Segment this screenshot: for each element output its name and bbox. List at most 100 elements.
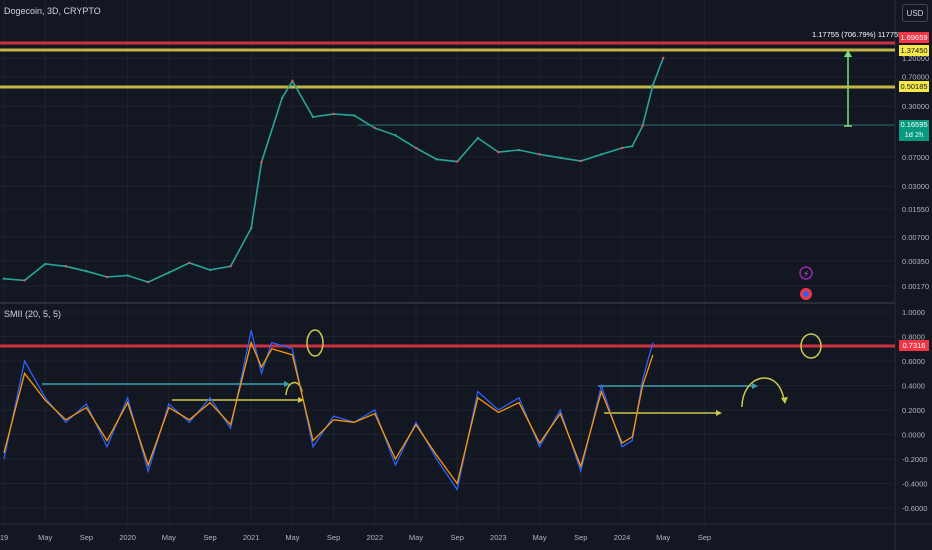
price-point — [23, 279, 26, 282]
smii-tick-label: 0.6000 — [902, 357, 925, 366]
smii-tick-label: 0.2000 — [902, 406, 925, 415]
price-tick-label: 0.07000 — [902, 153, 929, 162]
flag-event-icon-inner — [803, 291, 809, 297]
price-point — [651, 83, 655, 87]
measure-arrowhead — [844, 50, 852, 57]
time-tick-label: Sep — [203, 533, 216, 542]
price-point — [414, 146, 418, 150]
price-point — [291, 79, 294, 83]
red-level-badge: 1.69659 — [899, 32, 929, 43]
smii-axis[interactable]: 1.0000 0.8000 0.6000 0.4000 0.2000 0.0000 -0.2… — [902, 308, 927, 513]
price-point — [559, 156, 562, 159]
price-point — [517, 148, 521, 152]
price-point — [2, 277, 6, 280]
smii-tick-label: -0.2000 — [902, 455, 927, 464]
time-tick-label: May — [38, 533, 52, 542]
last-price-badge: 0.16595 1d 2h — [899, 120, 929, 141]
price-point — [353, 114, 356, 117]
last-price-value: 0.16595 — [900, 120, 928, 129]
price-point — [311, 115, 315, 119]
price-point — [435, 158, 438, 161]
price-point — [538, 153, 541, 156]
price-point — [260, 160, 263, 164]
indicator-title[interactable]: SMII (20, 5, 5) — [4, 309, 62, 319]
price-point — [579, 159, 582, 163]
currency-button[interactable]: USD — [902, 4, 928, 22]
smii-tick-label: -0.4000 — [902, 480, 927, 489]
smii-tick-label: 0.8000 — [902, 333, 925, 342]
price-point — [456, 160, 459, 163]
time-tick-label: May — [656, 533, 670, 542]
annot-circle-right[interactable] — [800, 333, 822, 359]
annot-teal-arrowhead-right — [752, 383, 758, 389]
price-tick-label: 0.03000 — [902, 182, 929, 191]
price-point — [250, 226, 253, 230]
price-point — [497, 150, 500, 154]
price-tick-label: 0.70000 — [902, 73, 929, 82]
smii-series — [3, 330, 654, 492]
symbol-title[interactable]: Dogecoin, 3D, CRYPTO — [4, 6, 101, 16]
price-point — [44, 262, 47, 266]
price-point — [373, 126, 376, 130]
smii-orange-line — [3, 340, 654, 486]
price-point — [208, 268, 212, 272]
annot-arc-arrowhead — [781, 397, 788, 404]
price-series-line — [3, 57, 664, 283]
time-tick-label: Sep — [574, 533, 587, 542]
price-tick-label: 0.00700 — [902, 233, 929, 242]
time-axis[interactable]: 19 May Sep 2020 May Sep 2021 May Sep 2022 May Sep 20… — [0, 533, 711, 542]
smii-level-badge: 0.7316 — [899, 340, 929, 351]
price-tick-label: 0.01550 — [902, 205, 929, 214]
time-tick-label: May — [533, 533, 547, 542]
time-tick-label: 2024 — [614, 533, 631, 542]
smii-tick-label: 1.0000 — [902, 308, 925, 317]
annot-teal-arrowhead-left — [284, 381, 290, 387]
smii-tick-label: 0.4000 — [902, 382, 925, 391]
price-point — [85, 270, 88, 273]
yellow-level-badge-1: 1.37450 — [899, 45, 929, 56]
price-point — [394, 134, 397, 137]
time-tick-label: 2022 — [366, 533, 383, 542]
price-point — [280, 96, 284, 100]
lightning-event-icon[interactable] — [799, 266, 813, 280]
annot-yellow-arrowhead-right — [716, 410, 722, 416]
time-tick-label: Sep — [80, 533, 93, 542]
measure-label: 1.17755 (706.79%) 117755 — [812, 30, 902, 39]
lightning-glyph: ⚡ — [803, 270, 809, 280]
annot-circle-left[interactable] — [306, 329, 324, 357]
annot-yellow-arrowhead-left — [298, 397, 304, 403]
time-tick-label: May — [409, 533, 423, 542]
yellow-level-badge-2: 0.50185 — [899, 81, 929, 92]
price-point — [105, 275, 109, 279]
time-tick-label: May — [285, 533, 299, 542]
time-tick-label: Sep — [327, 533, 340, 542]
price-point — [641, 124, 644, 128]
annot-yellow-arc-right[interactable] — [741, 377, 785, 408]
price-point — [147, 280, 150, 284]
price-tick-label: 0.00170 — [902, 282, 929, 291]
time-tick-label: Sep — [451, 533, 464, 542]
price-point — [188, 261, 191, 265]
price-point — [229, 265, 232, 268]
price-point — [662, 56, 665, 60]
price-point — [620, 146, 624, 150]
price-point — [126, 274, 129, 277]
time-tick-label: 19 — [0, 533, 8, 542]
price-tick-label: 0.00350 — [902, 257, 929, 266]
price-tick-label: 1.20000 — [902, 54, 929, 63]
price-candles — [2, 56, 665, 284]
price-point — [600, 153, 603, 156]
bar-timer: 1d 2h — [904, 130, 924, 139]
time-tick-label: 2023 — [490, 533, 507, 542]
time-tick-label: May — [162, 533, 176, 542]
price-point — [64, 265, 68, 268]
smii-tick-label: 0.0000 — [902, 431, 925, 440]
time-tick-label: 2021 — [243, 533, 260, 542]
time-tick-label: Sep — [698, 533, 711, 542]
price-point — [631, 144, 634, 148]
price-point — [476, 136, 479, 140]
price-point — [167, 271, 170, 274]
price-point — [332, 112, 335, 116]
